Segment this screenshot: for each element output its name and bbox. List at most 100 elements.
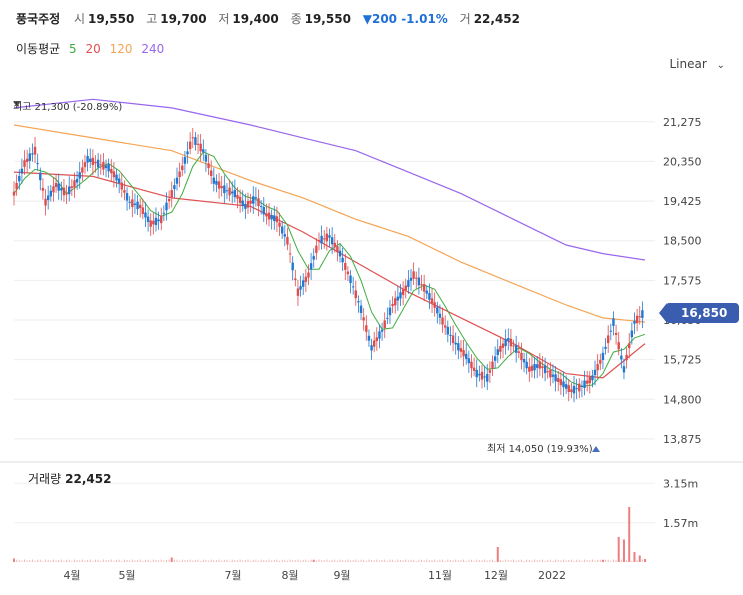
volume-bar (576, 559, 578, 562)
candle-body (559, 379, 563, 386)
ma-line-240 (13, 98, 646, 261)
candle-body (578, 383, 581, 392)
candle-body (475, 369, 478, 378)
scale-label: Linear (669, 57, 707, 71)
candle-body (399, 292, 402, 299)
volume-bar (84, 560, 86, 562)
volume-bar (221, 560, 223, 562)
volume-bar (584, 559, 586, 562)
volume-bar (534, 559, 536, 562)
candle-body (520, 352, 523, 361)
candle-body (433, 302, 436, 308)
volume-bar (318, 559, 320, 562)
volume-bar (34, 560, 36, 562)
candle-body (349, 275, 352, 284)
candle-body (617, 342, 620, 350)
volume-bar (447, 559, 449, 562)
volume-bar (81, 559, 83, 562)
x-tick-label: 8월 (281, 569, 298, 582)
volume-bar (60, 559, 62, 562)
candle-body (606, 335, 610, 344)
volume-value: 22,452 (473, 12, 521, 26)
volume-tick-label: 3.15m (663, 477, 698, 490)
candle-body (236, 194, 239, 199)
candle-body (407, 280, 410, 287)
candle-body (317, 239, 321, 242)
candle-body (457, 343, 460, 351)
candle-body (280, 226, 284, 234)
candle-body (478, 373, 481, 376)
candle-body (370, 345, 373, 351)
volume-bar (384, 559, 386, 562)
ma-line-5 (13, 151, 646, 387)
candle-body (638, 316, 641, 318)
candle-body (491, 361, 494, 369)
candle-body (244, 204, 247, 209)
volume-bar (73, 559, 75, 562)
volume-bar (118, 559, 120, 562)
candle-body (33, 146, 37, 155)
x-axis-ticks: 4월 5월 7월 8월 9월 11월 12월 2022 (63, 569, 566, 582)
candle-body (333, 242, 336, 248)
close-value: 19,550 (304, 12, 351, 26)
candle-body (304, 276, 308, 282)
candle-body (196, 143, 200, 145)
scale-selector[interactable]: Linear ⌄ (669, 57, 725, 71)
volume-bar (150, 560, 152, 562)
candle-body (514, 345, 518, 353)
volume-spike (170, 557, 173, 562)
candle-body (499, 346, 502, 352)
candle-body (249, 200, 252, 204)
volume-bar (26, 560, 28, 562)
volume-bar (234, 559, 236, 562)
candle-body (36, 163, 39, 165)
candle-body (191, 137, 194, 139)
candle-body (75, 178, 79, 183)
volume-bar (58, 560, 60, 562)
candle-body (149, 220, 152, 227)
candle-body (522, 359, 526, 363)
moving-average-legend[interactable]: 이동평균 5 20 120 240 (16, 40, 169, 57)
volume-bar (29, 560, 31, 562)
candle-body (23, 160, 26, 167)
y-tick-label: 19,425 (663, 195, 702, 208)
candle-body (154, 217, 158, 226)
candle-body (430, 298, 434, 304)
volume-spike (312, 559, 315, 562)
candle-body (391, 303, 394, 307)
volume-bar (339, 559, 341, 562)
volume-spike (622, 539, 625, 562)
candle-body (46, 195, 50, 201)
candle-body (383, 320, 386, 329)
volume-bar (610, 560, 612, 562)
volume-bar (444, 560, 446, 562)
candle-body (386, 317, 389, 319)
open-label: 시 (74, 12, 86, 26)
candle-body (588, 376, 591, 384)
low-annotation: 최저 14,050 (19.93%) (487, 443, 593, 455)
candle-body (31, 153, 34, 155)
candle-body (65, 193, 68, 195)
candle-body (257, 198, 260, 206)
volume-bar (250, 560, 252, 562)
change-value: ▼200 -1.01% (362, 12, 448, 26)
candle-body (604, 346, 607, 349)
volume-bar (258, 560, 260, 562)
candle-body (252, 196, 255, 204)
candle-body (330, 237, 334, 245)
volume-bar (21, 560, 23, 562)
candle-body (202, 149, 205, 153)
volume-bar (187, 560, 189, 562)
volume-bar (423, 560, 425, 562)
volume-bar (307, 560, 309, 562)
volume-bar (123, 559, 125, 562)
volume-bar (197, 559, 199, 562)
candle-body (341, 257, 344, 263)
candle-body (441, 317, 444, 325)
candle-body (183, 156, 187, 164)
volume-bar (518, 559, 520, 562)
volume-bar (281, 559, 283, 562)
high-marker-icon (13, 101, 21, 107)
candle-body (609, 330, 613, 332)
